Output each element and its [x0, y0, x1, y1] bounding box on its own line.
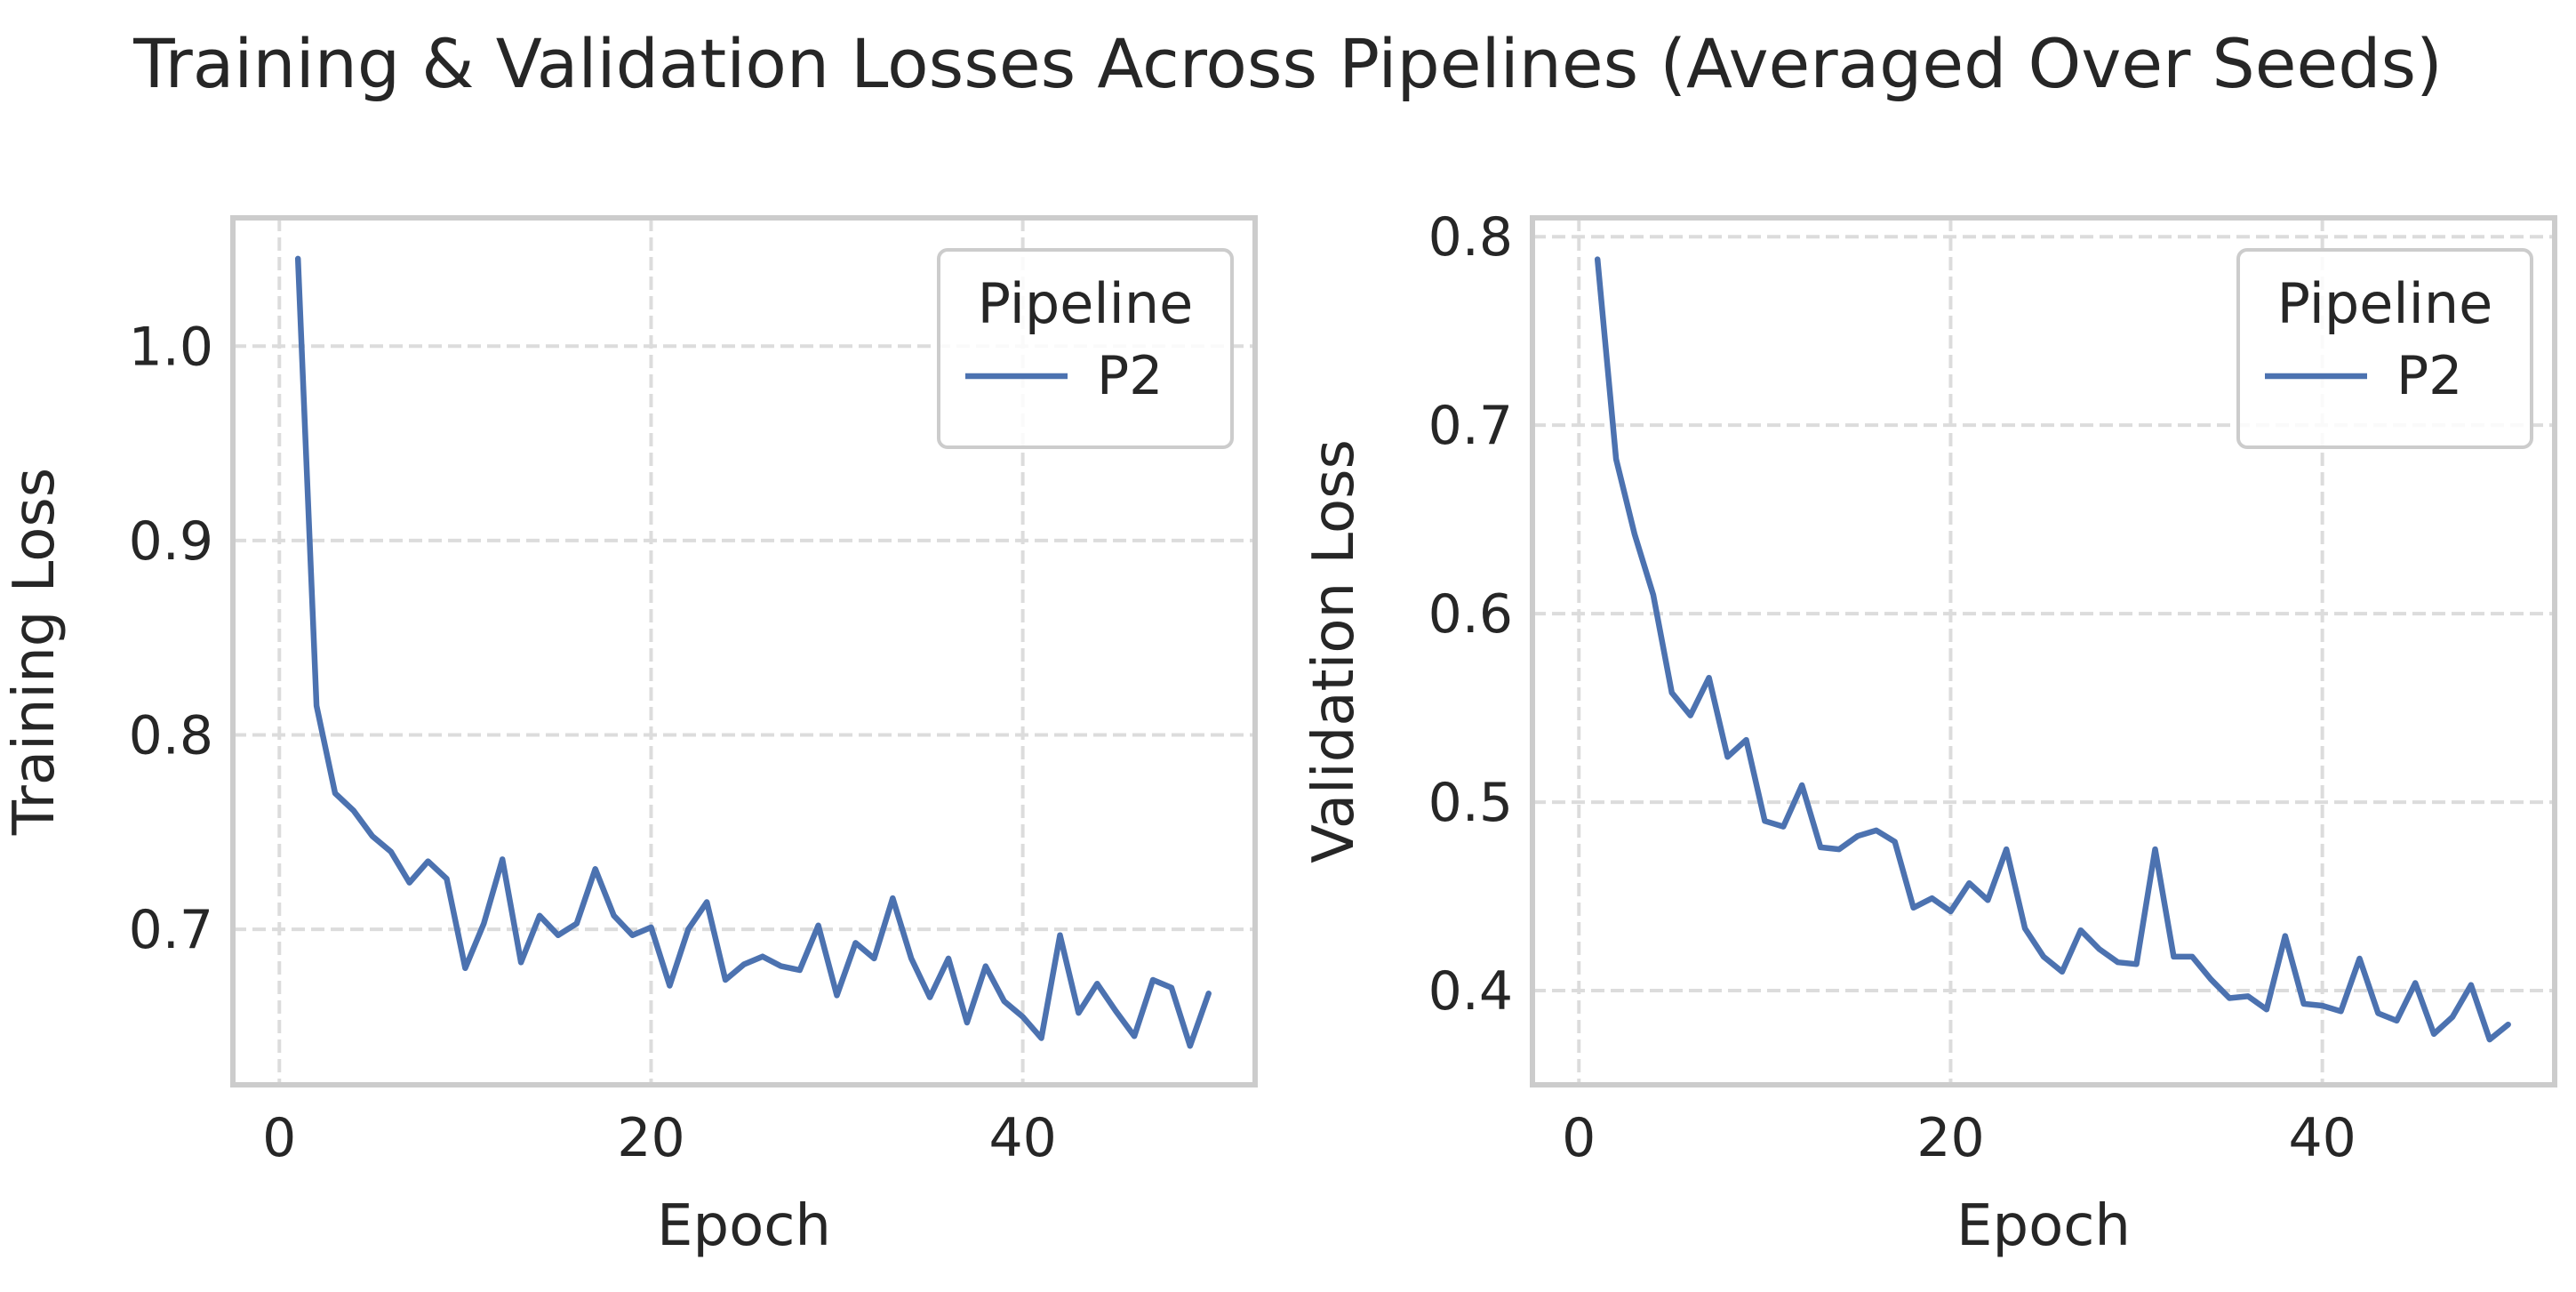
panel2-x-tick-label: 0	[1562, 1107, 1596, 1169]
panel2-x-axis-label: Epoch	[1956, 1193, 2131, 1259]
panel1-legend-title: Pipeline	[978, 271, 1194, 336]
panel2-y-tick-label: 0.6	[1428, 583, 1513, 646]
panel1-x-tick-label: 40	[988, 1107, 1056, 1169]
panel1-legend-label: P2	[1097, 345, 1163, 407]
panel1-y-tick-label: 0.9	[129, 510, 213, 573]
panel2-x-tick-label: 40	[2288, 1107, 2356, 1169]
panel2-y-axis-label: Validation Loss	[1301, 439, 1367, 863]
panel1-series-line-p2	[294, 255, 1212, 1049]
panel1-x-tick-label: 20	[617, 1107, 684, 1169]
panel2-legend-title: Pipeline	[2277, 271, 2493, 336]
panel2-x-tick-label: 20	[1916, 1107, 1984, 1169]
panel1-y-tick-label: 0.8	[129, 705, 213, 767]
panel2-y-tick-label: 0.5	[1428, 772, 1513, 834]
panel2-axes-frame	[1530, 215, 2557, 1087]
panel1-y-tick-label: 1.0	[129, 316, 213, 378]
panel1-x-tick-label: 0	[262, 1107, 296, 1169]
panel2-series-line-p2	[1594, 256, 2511, 1043]
panel2-y-tick-label: 0.8	[1428, 206, 1513, 269]
panel1-y-tick-label: 0.7	[129, 899, 213, 961]
panel1-axes-frame	[230, 215, 1258, 1087]
panel2-legend-label: P2	[2396, 345, 2462, 407]
panel2-y-tick-label: 0.7	[1428, 395, 1513, 457]
panel1-legend-box	[937, 248, 1234, 449]
panel1-y-axis-label: Training Loss	[2, 468, 68, 836]
panel1-x-axis-label: Epoch	[657, 1193, 831, 1259]
panel2-y-tick-label: 0.4	[1428, 960, 1513, 1023]
panel2-legend-box	[2236, 248, 2533, 449]
figure-title: Training & Validation Losses Across Pipe…	[133, 24, 2443, 103]
